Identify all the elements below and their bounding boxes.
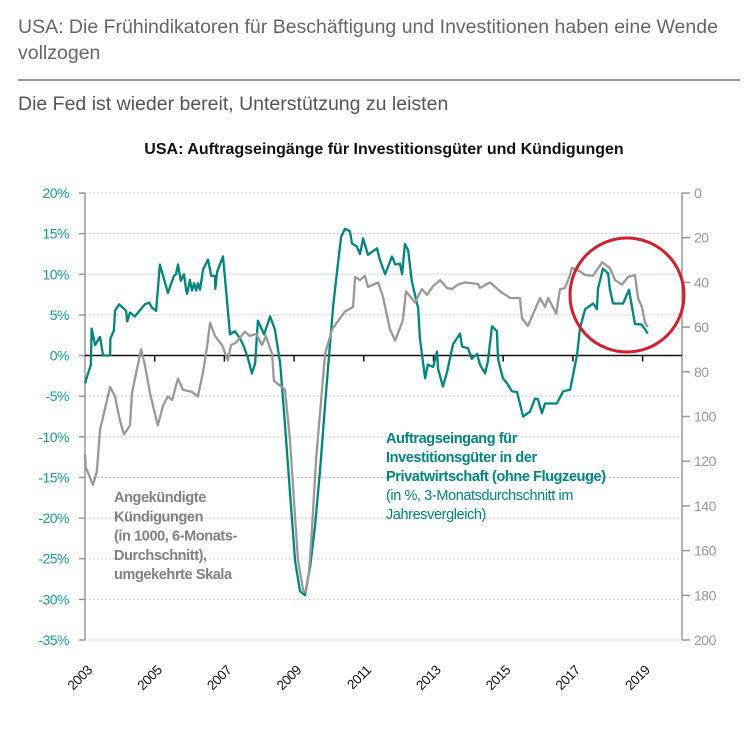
divider	[18, 79, 740, 81]
x-tick-label: 2017	[553, 663, 583, 693]
right-tick-label: 20	[694, 230, 709, 246]
x-tick-label: 2007	[204, 663, 234, 693]
right-tick-label: 180	[694, 587, 717, 603]
orders-series-unit: Jahresvergleich)	[386, 507, 486, 523]
left-tick-label: -25%	[38, 551, 69, 567]
left-tick-label: 20%	[42, 185, 69, 201]
right-tick-label: 40	[694, 274, 709, 290]
left-tick-label: -20%	[38, 510, 69, 526]
orders-series-unit: (in %, 3-Monatsdurchschnitt im	[386, 488, 573, 504]
orders-series-label: Investitionsgüter in der	[386, 450, 537, 466]
x-tick-label: 2011	[344, 663, 374, 693]
layoffs-series-label: Angekündigte	[114, 490, 206, 506]
layoffs-series-label: Kündigungen	[114, 509, 203, 525]
layoffs-line	[83, 261, 649, 594]
annotations: Auftragseingang für Investitionsgüter in …	[114, 236, 686, 583]
orders-series-label: Privatwirtschaft (ohne Flugzeuge)	[386, 469, 606, 485]
highlight-circle	[568, 236, 686, 354]
page-subtitle: Die Fed ist wieder bereit, Unterstützung…	[18, 93, 449, 115]
x-tick-label: 2003	[65, 663, 95, 693]
orders-series-label: Auftragseingang für	[386, 431, 518, 447]
right-tick-label: 140	[694, 498, 717, 514]
left-tick-label: -5%	[46, 388, 69, 404]
page-title: USA: Die Frühindikatoren für Beschäftigu…	[18, 16, 718, 64]
x-tick-label: 2015	[483, 663, 513, 693]
layoffs-series-label: umgekehrte Skala	[114, 567, 233, 583]
layoffs-series-label: Durchschnitt),	[114, 548, 207, 564]
x-tick-label: 2009	[274, 663, 304, 693]
chart-title: USA: Auftragseingänge für Investitionsgü…	[144, 141, 623, 158]
right-tick-label: 60	[694, 319, 709, 335]
orders-line	[83, 227, 649, 597]
series-lines	[83, 227, 649, 597]
x-tick-label: 2005	[134, 663, 164, 693]
left-tick-label: 10%	[42, 266, 69, 282]
left-tick-label: 15%	[42, 226, 69, 242]
left-tick-label: -35%	[38, 632, 69, 648]
layoffs-series-label: (in 1000, 6-Monats-	[114, 529, 237, 545]
right-tick-label: 160	[694, 543, 717, 559]
left-tick-label: -30%	[38, 591, 69, 607]
right-tick-label: 0	[694, 185, 702, 201]
left-tick-label: 5%	[50, 307, 69, 323]
right-tick-label: 200	[694, 632, 717, 648]
left-tick-label: -15%	[38, 469, 69, 485]
right-tick-label: 100	[694, 409, 717, 425]
x-tick-label: 2019	[622, 663, 652, 693]
right-tick-label: 80	[694, 364, 709, 380]
left-tick-label: 0%	[50, 348, 69, 364]
axes: 20% 15% 10% 5% 0% -5% -10% -15% -20% -25% -30% -35%…	[38, 185, 717, 693]
x-tick-label: 2013	[413, 663, 443, 693]
left-tick-label: -10%	[38, 429, 69, 445]
right-tick-label: 120	[694, 453, 717, 469]
